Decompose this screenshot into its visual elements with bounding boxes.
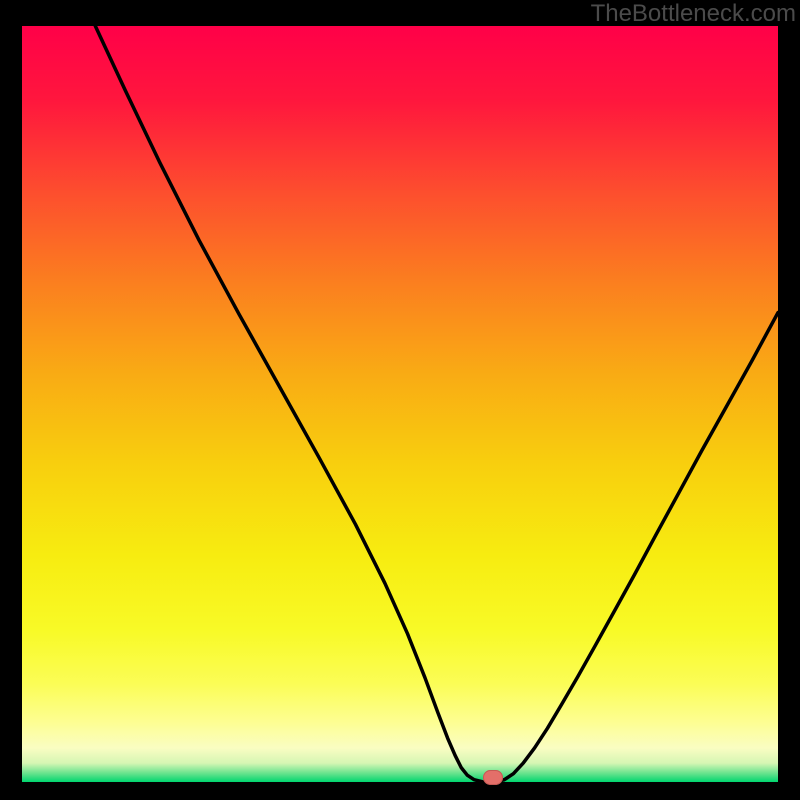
bottleneck-curve xyxy=(22,26,778,782)
datapoint-marker xyxy=(483,770,503,785)
chart-frame: TheBottleneck.com xyxy=(0,0,800,800)
plot-area xyxy=(22,26,778,782)
watermark-text: TheBottleneck.com xyxy=(591,0,796,28)
